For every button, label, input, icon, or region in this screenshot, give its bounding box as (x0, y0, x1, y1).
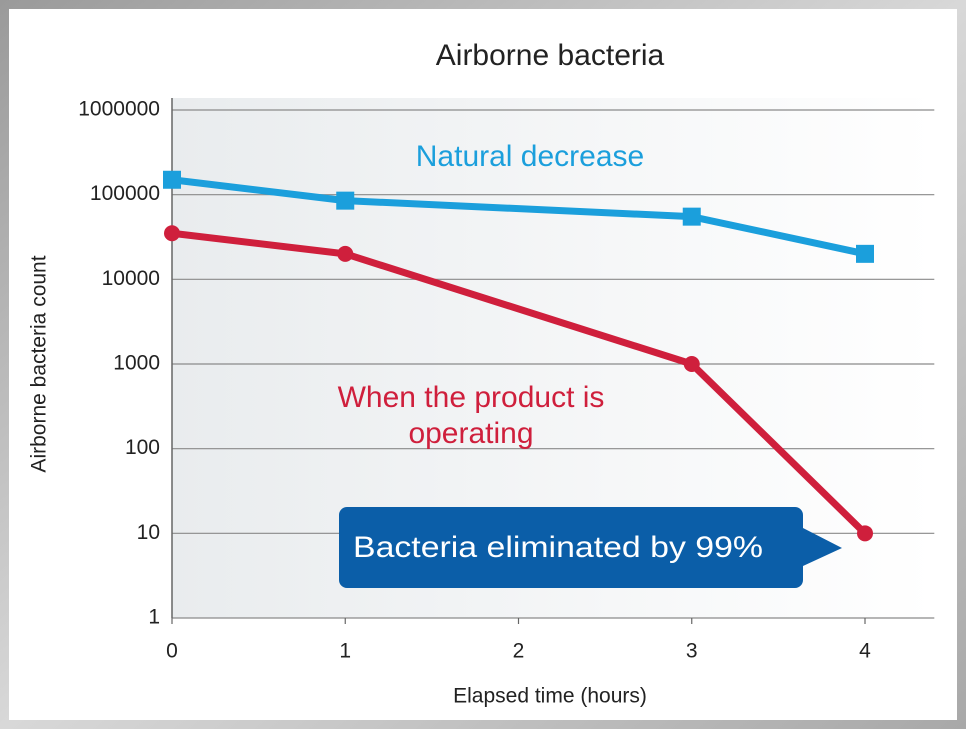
y-tick-label: 1 (148, 606, 160, 629)
point (336, 191, 355, 210)
series-label: When the product is operating (337, 381, 605, 450)
point (856, 244, 874, 263)
point (857, 525, 873, 542)
x-tick-label: 4 (859, 640, 871, 663)
callout-text: Bacteria eliminated by 99% (353, 531, 763, 564)
y-tick-label: 1000000 (78, 98, 160, 121)
callout-box (339, 507, 842, 588)
chart-title: Airborne bacteria (436, 39, 665, 72)
point (163, 170, 181, 189)
point (164, 225, 180, 242)
x-tick-label: 2 (513, 640, 525, 663)
x-axis-label: Elapsed time (hours) (453, 685, 647, 708)
y-tick-label: 1000 (113, 352, 160, 375)
x-tick-label: 0 (166, 640, 178, 663)
y-axis-label: Airborne bacteria count (28, 255, 51, 472)
x-tick-label: 3 (686, 640, 698, 663)
point (337, 245, 354, 262)
series-line (171, 229, 868, 536)
y-tick-label: 100000 (90, 182, 160, 205)
series-line (171, 176, 866, 258)
x-tick-label: 1 (339, 640, 351, 663)
point (683, 356, 700, 372)
y-tick-label: 100 (125, 436, 160, 459)
series-label: Natural decrease (415, 140, 645, 173)
y-tick-label: 10 (137, 521, 160, 544)
y-tick-label: 10000 (102, 267, 160, 290)
point (682, 207, 701, 226)
